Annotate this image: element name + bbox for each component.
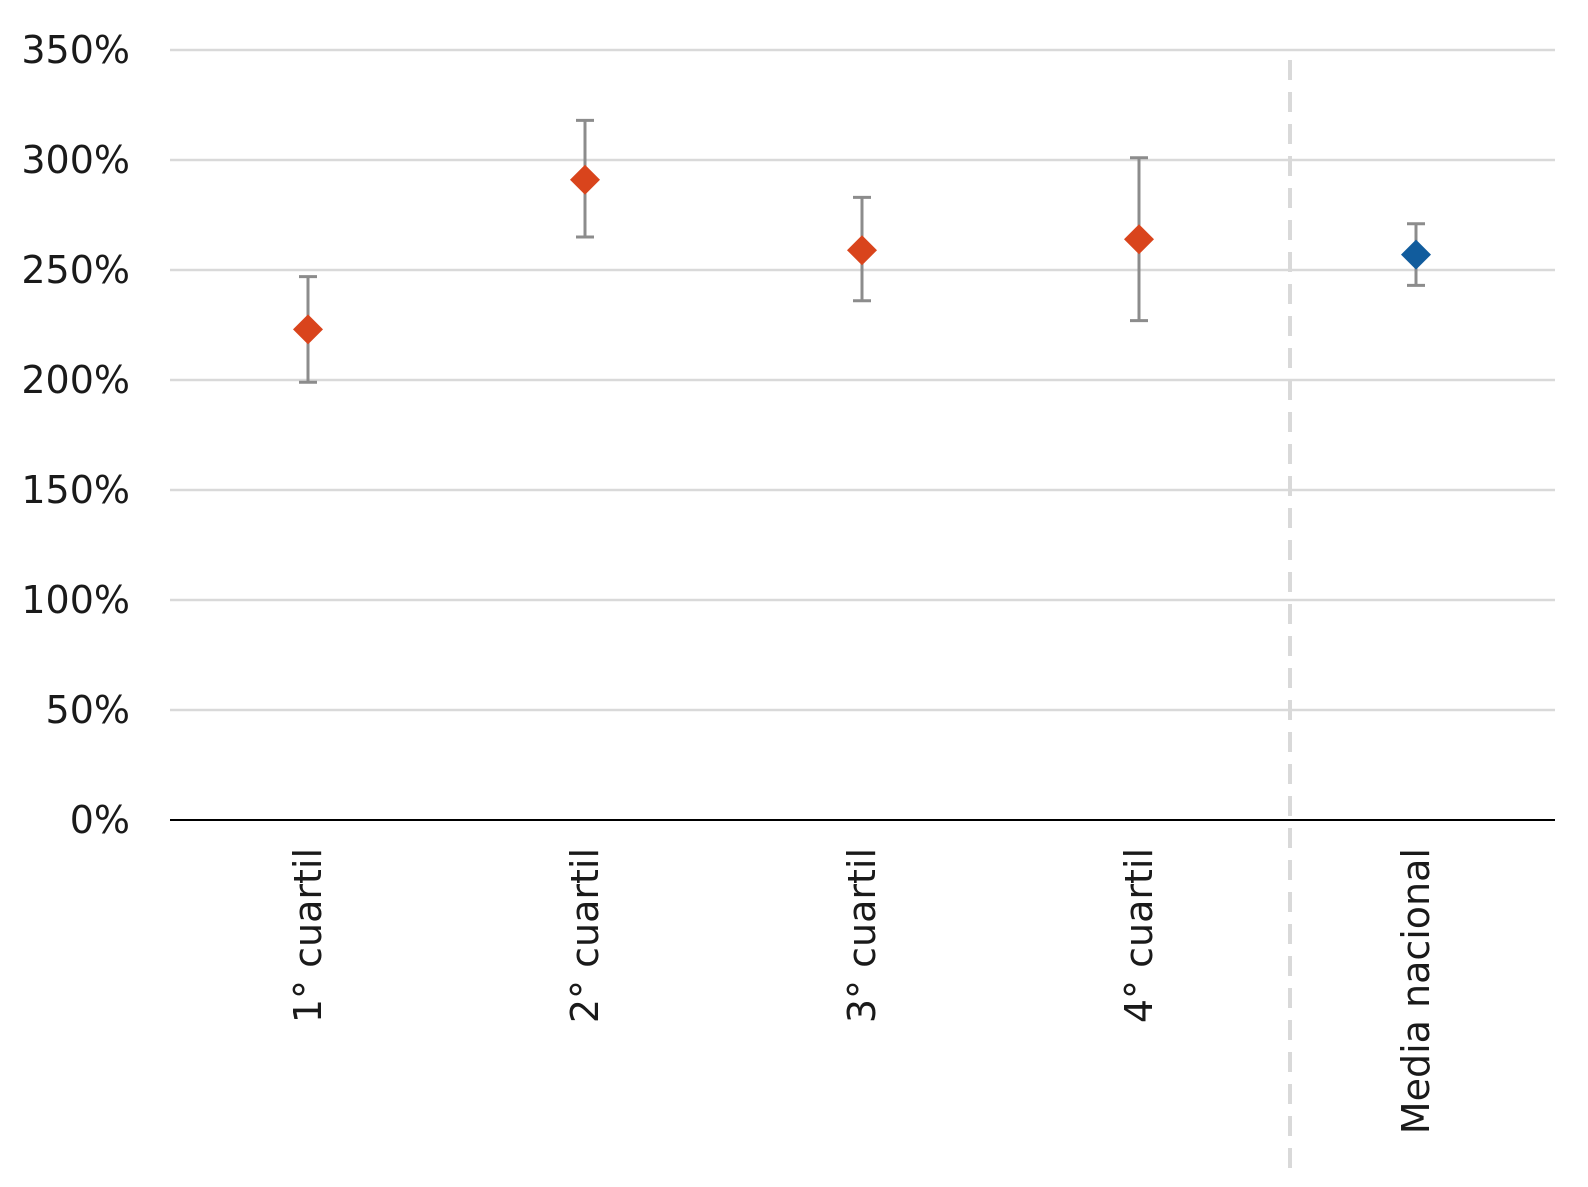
y-tick-label-250: 250% (21, 248, 130, 292)
y-tick-label-350: 350% (21, 28, 130, 72)
x-category-label-2: 2° cuartil (563, 848, 607, 1023)
x-category-label-1: 1° cuartil (286, 848, 330, 1023)
x-axis-category-labels: 1° cuartil 2° cuartil 3° cuartil 4° cuartil… (286, 848, 1438, 1134)
y-tick-label-200: 200% (21, 358, 130, 402)
data-points (293, 164, 1431, 345)
data-point-5 (1401, 239, 1431, 270)
data-point-1 (293, 314, 323, 345)
x-category-label-5: Media nacional (1394, 848, 1438, 1134)
x-category-label-3: 3° cuartil (840, 848, 884, 1023)
y-tick-label-0: 0% (70, 798, 130, 842)
data-point-3 (847, 235, 877, 266)
gridlines (170, 48, 1555, 712)
y-tick-label-50: 50% (46, 688, 130, 732)
data-point-2 (570, 164, 600, 195)
y-tick-label-100: 100% (21, 578, 130, 622)
y-tick-label-150: 150% (21, 468, 130, 512)
y-axis-tick-labels: 0% 50% 100% 150% 200% 250% 300% 350% (21, 28, 130, 842)
x-category-label-4: 4° cuartil (1117, 848, 1161, 1023)
y-tick-label-300: 300% (21, 138, 130, 182)
data-point-4 (1124, 224, 1154, 255)
